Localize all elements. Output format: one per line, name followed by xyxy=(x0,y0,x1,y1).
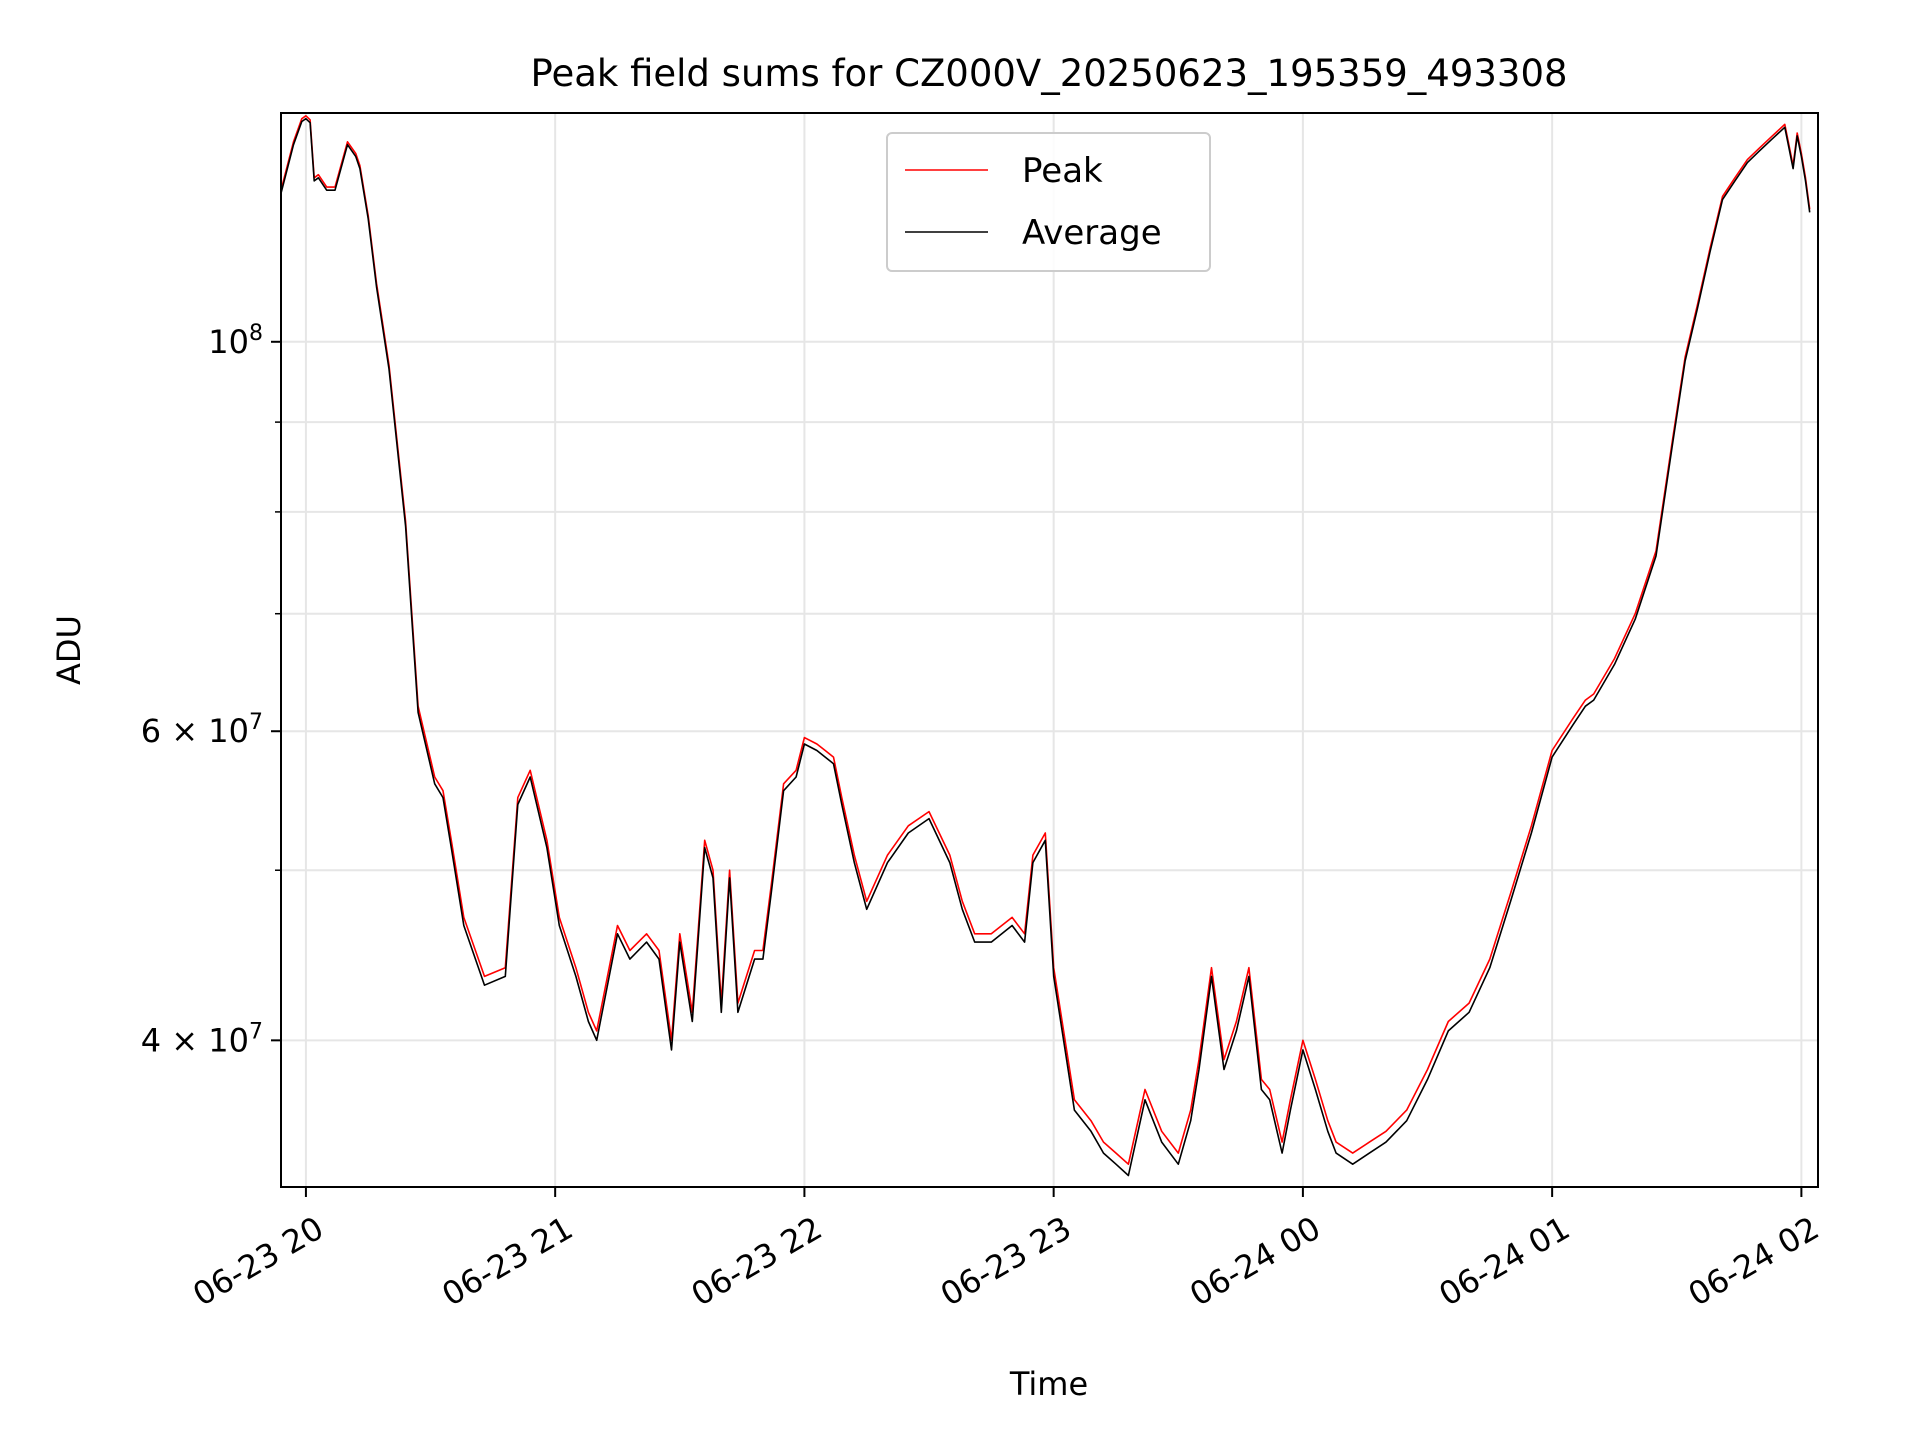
x-axis-label: Time xyxy=(1009,1365,1088,1403)
legend: Peak Average xyxy=(886,132,1211,272)
plot-lines xyxy=(280,115,1811,1177)
y-tick-label: 108 xyxy=(208,321,263,361)
y-axis-label: ADU xyxy=(50,615,88,685)
grid xyxy=(281,113,1818,1187)
legend-label-peak: Peak xyxy=(1022,151,1103,191)
y-tick-label: 4 × 107 xyxy=(141,1019,263,1059)
y-axis: 4 × 107 6 × 107 108 xyxy=(141,321,281,1059)
y-tick-label: 6 × 107 xyxy=(141,710,263,750)
series-line-peak xyxy=(280,115,1811,1165)
plot-frame xyxy=(280,112,1819,1188)
legend-label-average: Average xyxy=(1022,213,1162,253)
legend-box xyxy=(886,132,1211,272)
series-line-average xyxy=(280,117,1811,1177)
chart-title: Peak field sums for CZ000V_20250623_1953… xyxy=(530,52,1567,95)
